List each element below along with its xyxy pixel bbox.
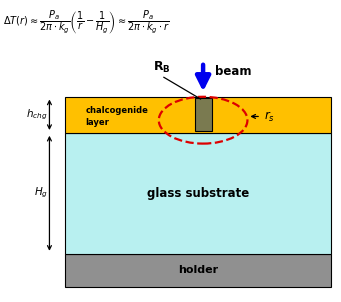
Bar bbox=[65, 97, 331, 133]
Bar bbox=[195, 98, 212, 131]
Text: $\mathbf{R_B}$: $\mathbf{R_B}$ bbox=[153, 60, 171, 75]
Text: $h_{chg}$: $h_{chg}$ bbox=[26, 108, 48, 122]
Text: $r_s$: $r_s$ bbox=[265, 109, 276, 124]
Text: layer: layer bbox=[85, 118, 109, 127]
Text: chalcogenide: chalcogenide bbox=[85, 106, 148, 115]
Text: glass substrate: glass substrate bbox=[147, 187, 249, 200]
Text: beam: beam bbox=[215, 65, 252, 78]
Text: $\Delta T(r) \approx \dfrac{P_a}{2\pi \cdot k_g} \left(\dfrac{1}{r} - \dfrac{1}{: $\Delta T(r) \approx \dfrac{P_a}{2\pi \c… bbox=[3, 9, 170, 36]
Text: holder: holder bbox=[178, 265, 218, 275]
Text: $H_g$: $H_g$ bbox=[34, 186, 48, 201]
Bar bbox=[65, 254, 331, 287]
Bar bbox=[65, 133, 331, 254]
